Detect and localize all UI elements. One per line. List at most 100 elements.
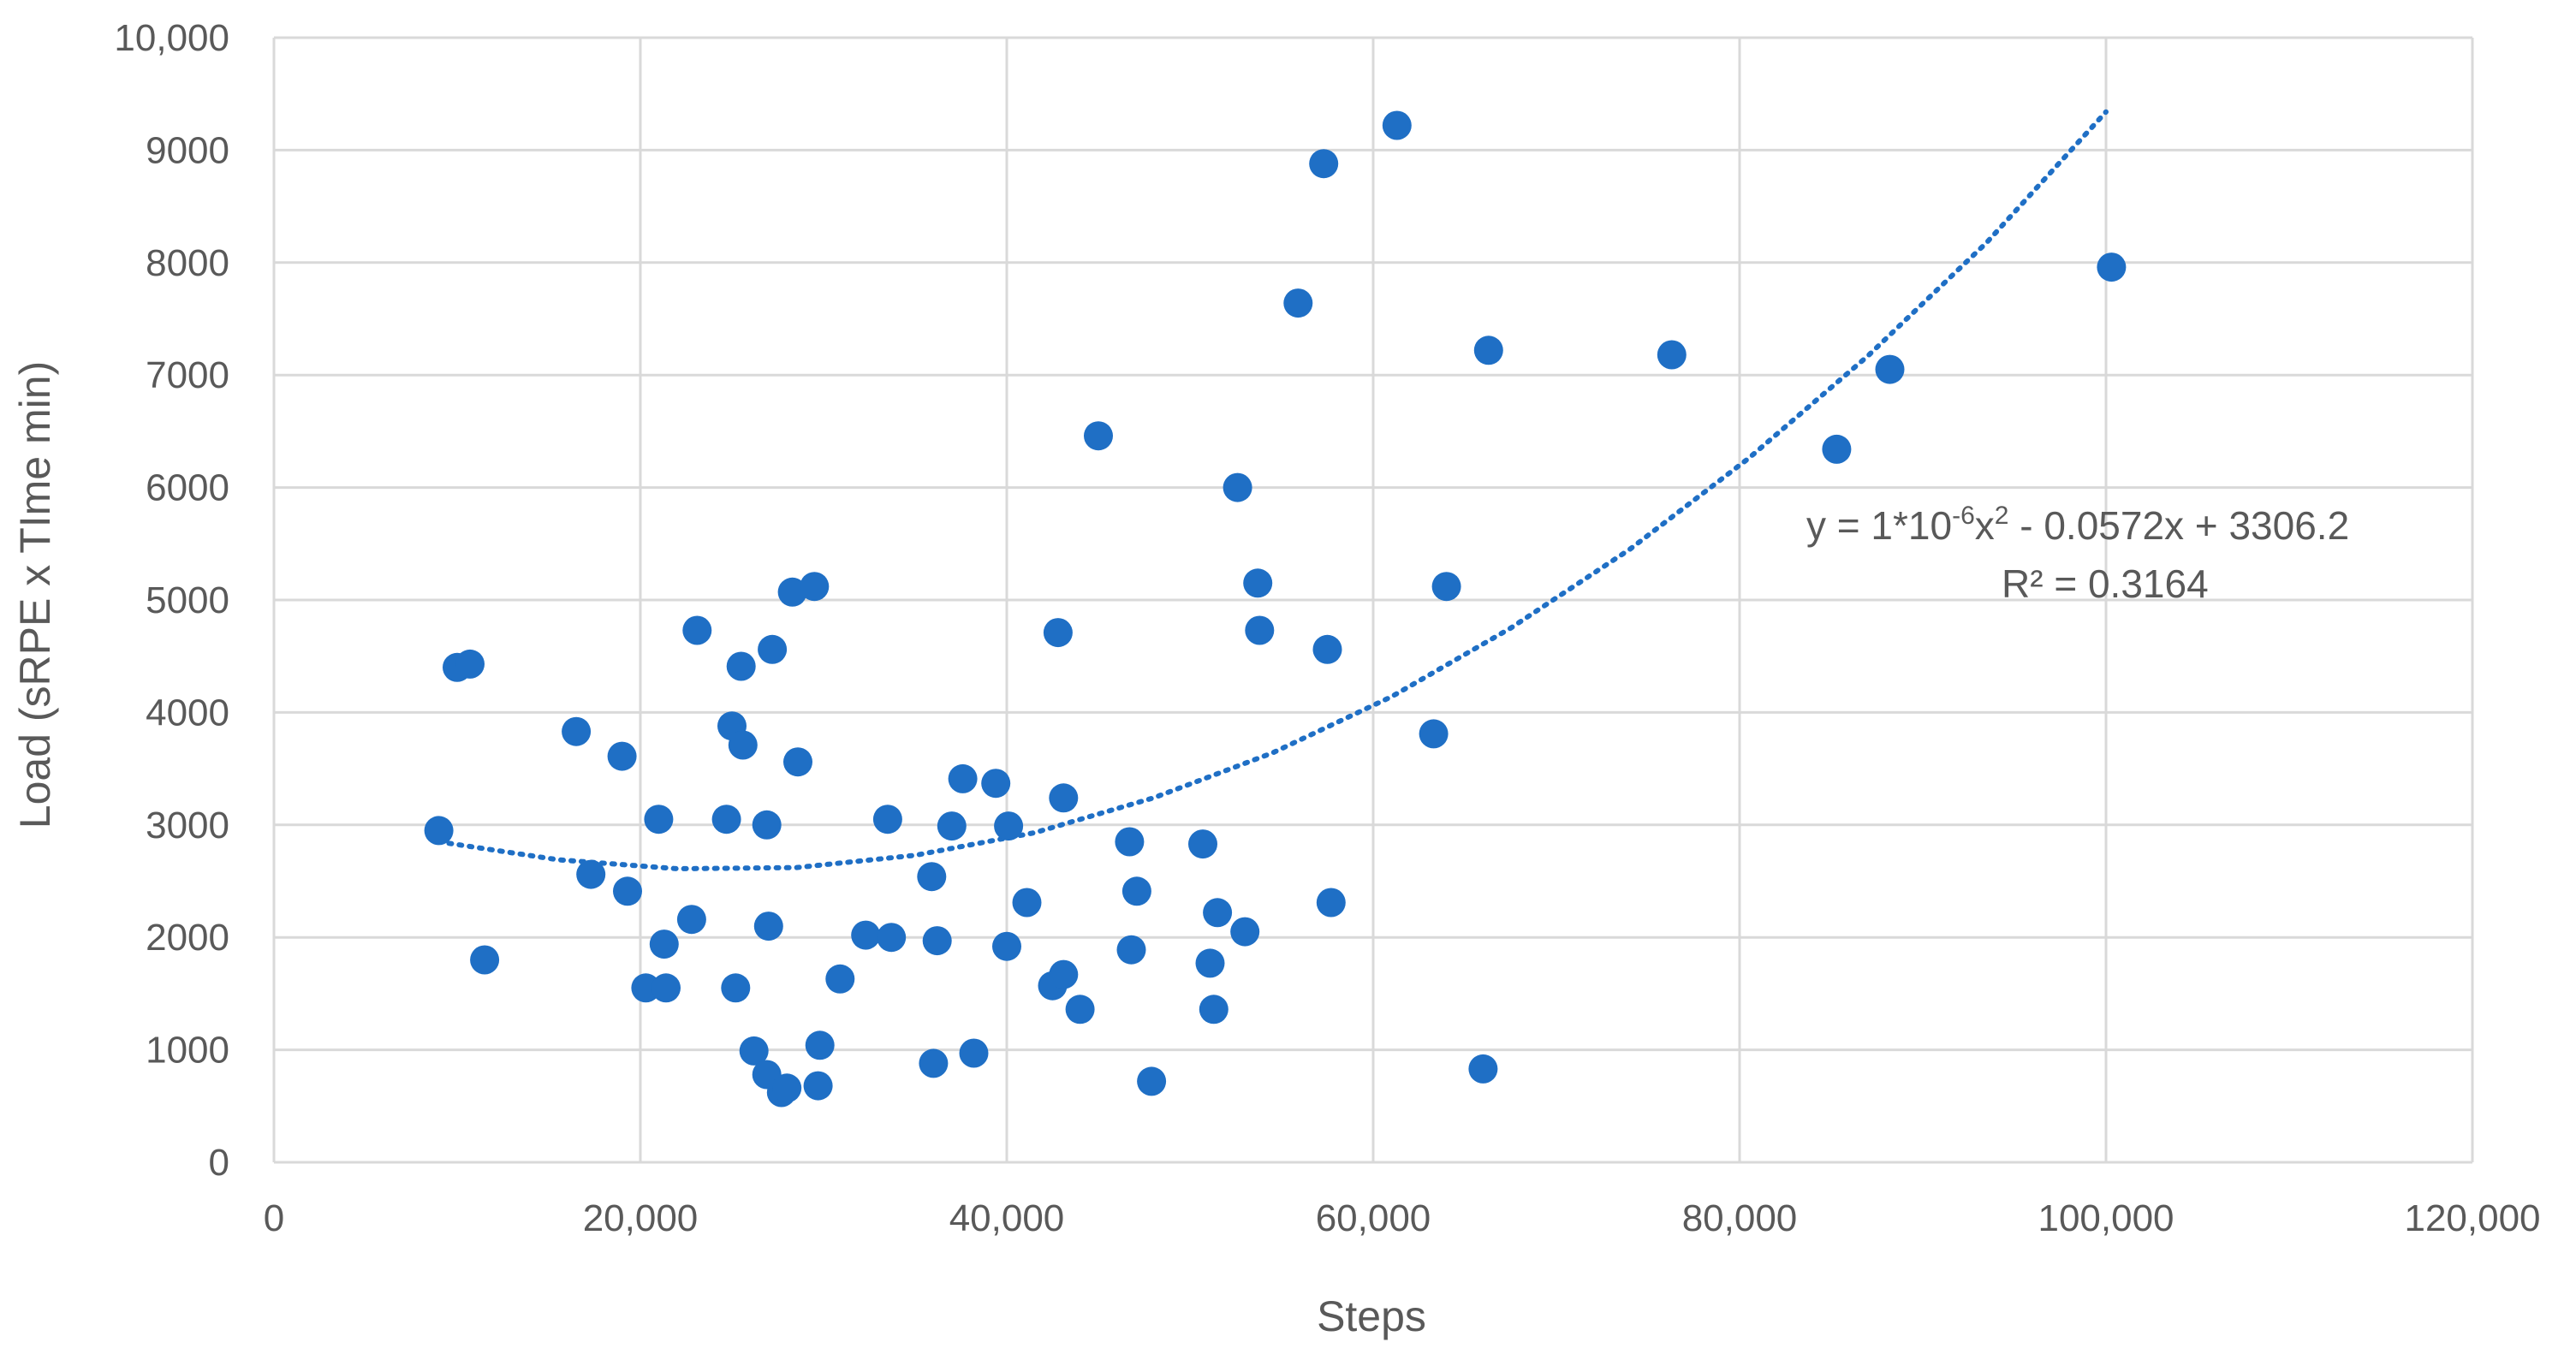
data-point <box>576 859 606 889</box>
data-point <box>1312 634 1342 664</box>
data-point <box>470 945 500 975</box>
data-point <box>803 1071 833 1101</box>
x-tick-label: 40,000 <box>949 1197 1065 1239</box>
data-point <box>721 973 751 1003</box>
x-axis-title: Steps <box>1317 1292 1426 1340</box>
data-point <box>1230 917 1260 947</box>
data-point <box>1431 572 1461 602</box>
trendline-equation: y = 1*10-6x2 - 0.0572x + 3306.2 <box>1806 502 2349 548</box>
data-point <box>1243 568 1273 598</box>
y-tick-label: 2000 <box>146 917 229 959</box>
data-point <box>649 929 679 959</box>
data-point <box>1283 288 1313 318</box>
equation-part-2: x <box>1975 503 1995 548</box>
data-point <box>711 805 741 834</box>
x-tick-label: 20,000 <box>583 1197 699 1239</box>
data-point <box>562 716 592 746</box>
x-tick-labels: 0 20,000 40,000 60,000 80,000 100,000 120,000 <box>264 1197 2541 1239</box>
data-point <box>1199 995 1229 1024</box>
data-point <box>613 876 642 906</box>
y-tick-label: 6000 <box>146 467 229 509</box>
trendline <box>436 109 2109 872</box>
data-point <box>948 763 978 793</box>
data-point <box>758 634 788 664</box>
data-point <box>1473 336 1503 365</box>
data-point <box>851 920 881 950</box>
equation-exp-2: 2 <box>1995 502 2009 530</box>
data-point <box>981 769 1011 799</box>
data-point <box>631 973 661 1003</box>
data-point <box>424 816 454 846</box>
data-point <box>1116 935 1146 965</box>
x-tick-label: 80,000 <box>1682 1197 1798 1239</box>
data-point <box>825 964 855 994</box>
data-point <box>726 651 756 681</box>
y-tick-label: 8000 <box>146 242 229 284</box>
data-point <box>994 811 1024 841</box>
data-point <box>2097 252 2127 282</box>
x-tick-label: 60,000 <box>1316 1197 1431 1239</box>
data-point <box>877 923 907 953</box>
data-point <box>800 572 830 602</box>
equation-part-1: y = 1*10 <box>1806 503 1952 548</box>
data-point <box>739 1036 769 1066</box>
data-point <box>805 1030 835 1060</box>
y-tick-label: 4000 <box>146 692 229 733</box>
data-point <box>1223 472 1252 502</box>
data-point <box>682 615 712 645</box>
data-point <box>777 577 807 607</box>
data-point <box>1245 615 1275 645</box>
data-point <box>872 805 902 834</box>
y-tick-label: 5000 <box>146 579 229 621</box>
data-point <box>1657 340 1687 370</box>
data-point <box>1382 110 1412 140</box>
y-tick-label: 3000 <box>146 805 229 846</box>
data-point <box>772 1073 802 1103</box>
gridlines <box>272 36 2474 1164</box>
data-point <box>752 810 782 840</box>
data-point <box>1188 829 1217 859</box>
data-point <box>1822 434 1852 464</box>
data-point <box>917 862 947 892</box>
equation-part-3: - 0.0572x + 3306.2 <box>2008 503 2349 548</box>
x-tick-label: 100,000 <box>2038 1197 2174 1239</box>
data-point <box>1309 149 1339 179</box>
y-tick-label: 10,000 <box>114 17 229 59</box>
data-points <box>424 110 2127 1108</box>
data-point <box>1195 948 1225 978</box>
data-point <box>992 931 1021 961</box>
data-point <box>1875 354 1905 384</box>
data-point <box>1137 1066 1167 1096</box>
y-tick-label: 9000 <box>146 129 229 171</box>
y-tick-labels: 0 1000 2000 3000 4000 5000 6000 7000 8000 9000 10,… <box>114 17 229 1184</box>
y-axis-title: Load (sRPE x TIme min) <box>11 361 59 828</box>
data-point <box>1084 421 1113 451</box>
data-point <box>1065 995 1095 1024</box>
data-point <box>1049 783 1079 813</box>
data-point <box>937 811 967 841</box>
y-tick-label: 7000 <box>146 354 229 396</box>
y-tick-label: 0 <box>209 1142 229 1184</box>
data-point <box>1419 719 1449 749</box>
data-point <box>1316 888 1346 918</box>
data-point <box>922 926 952 956</box>
data-point <box>651 973 681 1003</box>
y-tick-label: 1000 <box>146 1030 229 1072</box>
x-tick-label: 0 <box>264 1197 284 1239</box>
data-point <box>919 1048 949 1078</box>
data-point <box>783 747 812 777</box>
equation-exp-1: -6 <box>1952 502 1975 530</box>
data-point <box>753 912 783 941</box>
data-point <box>959 1038 989 1068</box>
data-point <box>1121 876 1151 906</box>
x-tick-label: 120,000 <box>2404 1197 2540 1239</box>
data-point <box>676 905 706 935</box>
data-point <box>1115 827 1145 857</box>
data-point <box>1043 618 1073 648</box>
data-point <box>1049 959 1079 989</box>
data-point <box>1012 888 1042 918</box>
r-squared-label: R² = 0.3164 <box>2002 561 2209 606</box>
data-point <box>728 730 758 760</box>
data-point <box>1468 1054 1498 1084</box>
